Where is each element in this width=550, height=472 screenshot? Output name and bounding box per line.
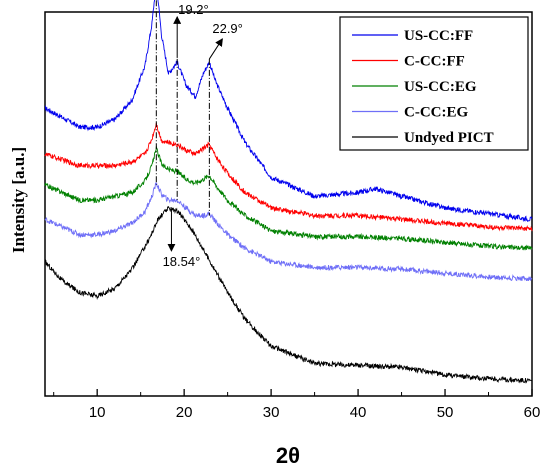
peak-arrow-22-9 bbox=[208, 38, 223, 60]
series-line-undyed-pict bbox=[44, 205, 533, 384]
x-axis: 10 20 30 40 50 60 bbox=[53, 389, 541, 421]
x-tick-label: 40 bbox=[350, 404, 367, 421]
x-axis-title: 2θ bbox=[276, 443, 300, 468]
annotation-layer: 16.8°19.2°22.9°18.54° bbox=[155, 0, 243, 269]
x-tick-label: 10 bbox=[89, 404, 106, 421]
peak-label-22-9: 22.9° bbox=[212, 21, 243, 36]
x-tick-label: 30 bbox=[263, 404, 280, 421]
legend-label: Undyed PICT bbox=[404, 130, 494, 146]
peak-label-18-54: 18.54° bbox=[163, 254, 201, 269]
x-tick-label: 60 bbox=[524, 404, 541, 421]
peak-label-19-2: 19.2° bbox=[178, 2, 209, 17]
x-tick-label: 20 bbox=[176, 404, 193, 421]
series-line-c-cc-eg bbox=[44, 181, 533, 282]
legend-label: C-CC:EG bbox=[404, 105, 468, 121]
x-tick-label: 50 bbox=[437, 404, 454, 421]
legend: US-CC:FF C-CC:FF US-CC:EG C-CC:EG Undyed PIC… bbox=[339, 16, 529, 151]
series-layer bbox=[44, 0, 533, 384]
legend-box bbox=[339, 16, 529, 151]
legend-entries: US-CC:FF C-CC:FF US-CC:EG C-CC:EG Undyed PIC… bbox=[352, 28, 494, 146]
y-axis-title: Intensity [a.u.] bbox=[9, 147, 28, 253]
legend-label: C-CC:FF bbox=[404, 54, 465, 70]
legend-label: US-CC:FF bbox=[404, 28, 473, 44]
series-line-us-cc-eg bbox=[44, 146, 533, 251]
series-line-us-cc-ff bbox=[44, 0, 533, 223]
legend-label: US-CC:EG bbox=[404, 79, 477, 95]
series-line-c-cc-ff bbox=[44, 122, 533, 232]
